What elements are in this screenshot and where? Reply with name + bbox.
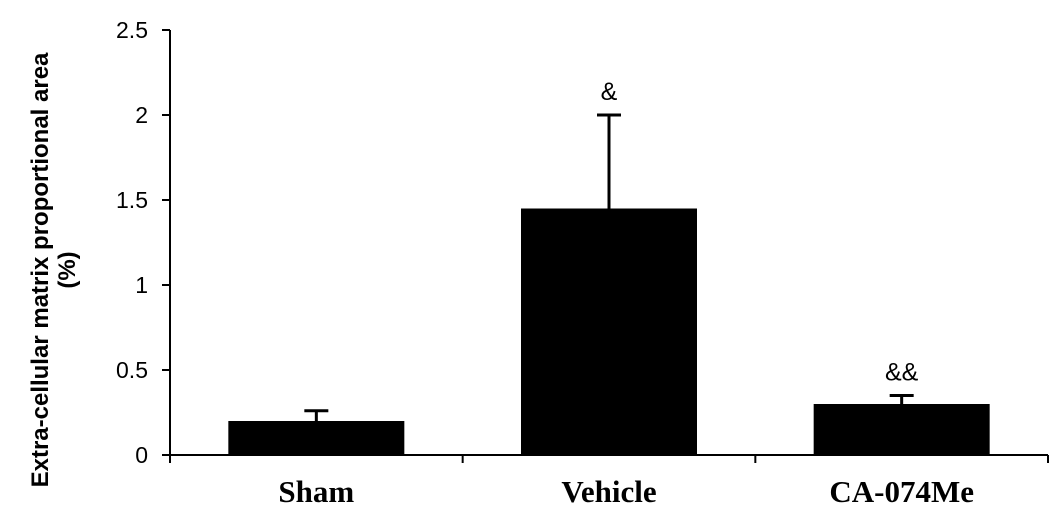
bar	[228, 421, 405, 455]
y-tick-label: 0.5	[116, 357, 148, 383]
x-tick-label: Vehicle	[561, 474, 656, 509]
y-axis-label: Extra-cellular matrix proportional area …	[27, 52, 81, 487]
y-tick-label: 2	[135, 102, 148, 128]
y-axis-label-line-1: Extra-cellular matrix proportional area	[27, 52, 54, 487]
significance-annotation: &&	[885, 359, 919, 387]
y-tick-label: 1	[135, 272, 148, 298]
bar	[813, 404, 990, 455]
tick-labels: 0 0.5 1 1.5 2 2.5 Sham Vehicle CA-074Me	[116, 17, 974, 509]
y-tick-label: 2.5	[116, 17, 148, 43]
bar	[521, 208, 697, 455]
significance-annotation: &	[601, 78, 618, 106]
x-tick-label: CA-074Me	[829, 474, 974, 509]
y-tick-label: 1.5	[116, 187, 148, 213]
x-tick-label: Sham	[278, 474, 354, 509]
bars: &&&	[228, 78, 990, 455]
y-axis-label-line-2: (%)	[54, 251, 81, 288]
y-tick-label: 0	[135, 442, 148, 468]
